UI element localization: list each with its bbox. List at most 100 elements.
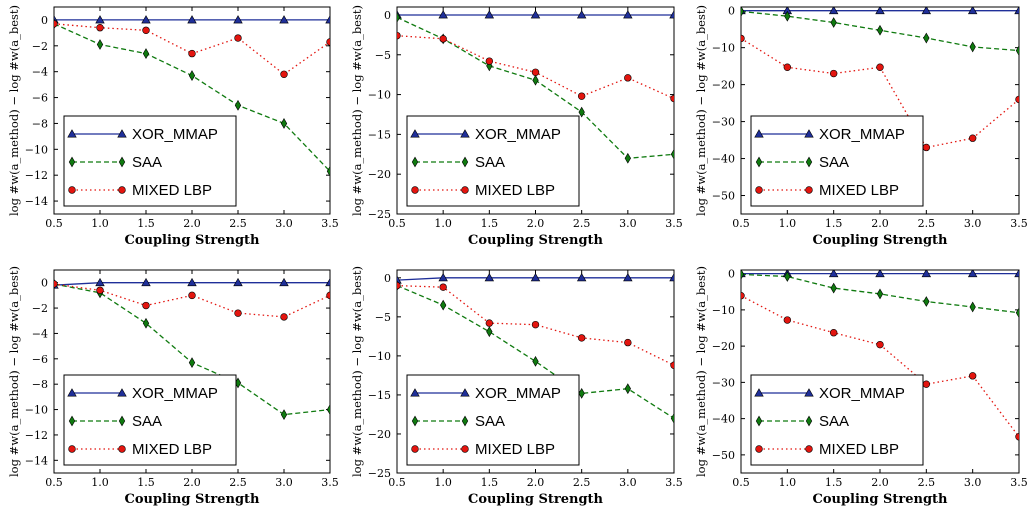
legend-marker: [755, 156, 763, 168]
data-point: [624, 338, 632, 347]
y-tick-label: −50: [712, 449, 735, 462]
y-tick-label: −14: [25, 195, 48, 208]
legend-marker: [411, 186, 419, 194]
legend-marker: [118, 415, 126, 427]
data-point: [922, 380, 931, 388]
legend: XOR_MMAP SAA MIXED LBP: [63, 115, 237, 207]
data-point: [326, 38, 330, 46]
x-tick-label: 2.0: [871, 217, 889, 230]
data-point: [968, 134, 977, 142]
data-point: [829, 69, 838, 78]
data-point: [531, 68, 540, 76]
y-tick-label: −20: [368, 168, 391, 181]
x-tick-label: 0.5: [388, 217, 406, 230]
data-point: [576, 10, 587, 19]
data-point: [397, 275, 402, 284]
y-tick-label: 0: [41, 277, 48, 290]
legend-label: XOR_MMAP: [819, 126, 905, 143]
data-point: [280, 409, 288, 421]
legend-marker: [460, 388, 470, 397]
legend: XOR_MMAP SAA MIXED LBP: [750, 115, 924, 207]
y-tick-label: 0: [728, 268, 735, 281]
legend-marker: [68, 445, 76, 453]
x-tick-label: 3.5: [665, 217, 683, 230]
y-tick-label: −10: [368, 350, 391, 363]
y-tick-label: −25: [368, 467, 391, 480]
data-point: [280, 313, 288, 321]
y-tick-label: −15: [368, 389, 391, 402]
chart-panel-1: 0.5 1.0 1.5 2.0 2.5 3.0 3.5 0 −2 −4 −6 −8 −10 −12 −14 C…: [7, 5, 339, 248]
data-point: [670, 94, 674, 103]
x-tick-label: 1.0: [779, 217, 797, 230]
x-axis-label: Coupling Strength: [124, 492, 260, 507]
x-tick-label: 2.5: [229, 217, 247, 230]
y-axis-label: log #w(a_method) − log #w(a_best): [350, 266, 364, 477]
data-point: [624, 383, 631, 395]
legend-box: [63, 115, 237, 207]
data-point: [485, 57, 494, 65]
data-point: [326, 404, 330, 415]
data-point: [438, 273, 448, 282]
y-tick-label: −5: [375, 311, 391, 324]
legend-marker: [805, 445, 813, 453]
x-tick-label: 2.0: [527, 217, 545, 230]
legend-marker: [805, 156, 813, 168]
y-tick-label: −6: [32, 92, 48, 105]
data-point: [921, 270, 932, 278]
data-point: [532, 355, 539, 367]
data-point: [95, 277, 105, 287]
y-tick-label: 0: [384, 9, 391, 22]
legend-label: XOR_MMAP: [475, 126, 561, 143]
y-axis-label: log #w(a_method) − log #w(a_best): [7, 266, 21, 477]
y-tick-label: −10: [25, 404, 48, 417]
series-group: [741, 7, 1019, 152]
data-point: [875, 7, 885, 15]
data-point: [830, 282, 837, 294]
data-point: [829, 329, 838, 337]
data-point: [1015, 433, 1019, 441]
x-tick-label: 0.5: [45, 476, 63, 489]
legend-label: MIXED LBP: [475, 441, 555, 458]
chart-panel-5: 0.5 1.0 1.5 2.0 2.5 3.0 3.5 0 −5 −10 −15 −20 −25 Coup…: [350, 266, 683, 507]
legend-label: XOR_MMAP: [132, 126, 218, 143]
y-tick-label: −12: [25, 429, 48, 442]
data-point: [188, 70, 196, 81]
data-point: [484, 10, 495, 19]
data-point: [141, 15, 151, 24]
x-tick-label: 2.5: [573, 217, 591, 230]
data-point: [1015, 45, 1019, 57]
data-point: [669, 10, 674, 19]
legend-label: XOR_MMAP: [132, 385, 218, 402]
data-point: [577, 92, 586, 100]
legend-marker: [117, 129, 127, 138]
x-axis-label: Coupling Strength: [468, 233, 604, 248]
data-point: [96, 286, 104, 294]
data-point: [188, 291, 196, 300]
y-tick-label: −6: [32, 353, 48, 366]
legend-label: MIXED LBP: [132, 182, 212, 199]
legend-label: SAA: [132, 413, 162, 430]
data-point: [54, 20, 58, 28]
y-tick-label: −10: [368, 89, 391, 102]
legend-box: [63, 374, 237, 466]
x-tick-label: 1.0: [91, 217, 109, 230]
chart-panel-6: 0.5 1.0 1.5 2.0 2.5 3.0 3.5 0 −10 −20 −30 −40 −50 Cou…: [694, 266, 1028, 507]
x-tick-label: 2.5: [918, 217, 936, 230]
data-point: [142, 26, 150, 34]
legend: XOR_MMAP SAA MIXED LBP: [750, 374, 924, 466]
data-point: [922, 143, 931, 152]
data-point: [830, 17, 837, 28]
series-group: [54, 15, 330, 177]
y-tick-label: −50: [712, 190, 735, 203]
data-point: [969, 301, 976, 313]
x-tick-label: 3.0: [964, 217, 982, 230]
y-tick-label: −8: [32, 378, 48, 391]
data-point: [187, 277, 197, 287]
x-tick-label: 1.5: [137, 476, 155, 489]
legend-box: [750, 115, 924, 207]
y-tick-label: −2: [32, 302, 48, 315]
legend-label: SAA: [475, 413, 505, 430]
data-point: [921, 7, 932, 15]
legend-box: [406, 115, 580, 207]
legend-marker: [118, 445, 126, 453]
